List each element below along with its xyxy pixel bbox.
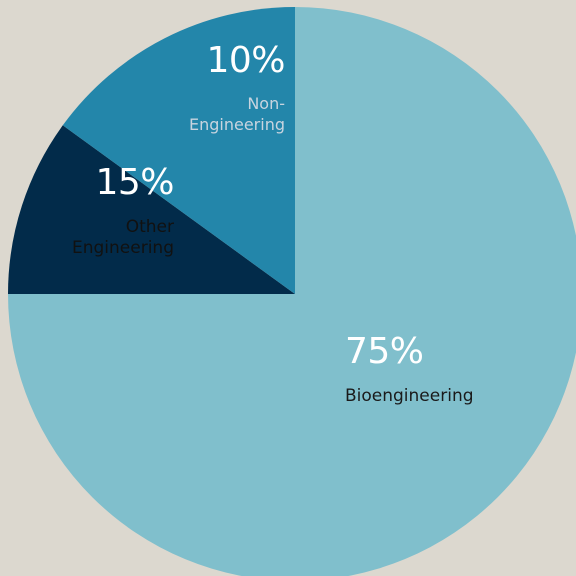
category-label-bioengineering: Bioengineering [345, 386, 474, 406]
value-label-other-engineering: 15% [95, 162, 174, 203]
category-label-non-line1: Non- [247, 94, 285, 113]
value-label-non-engineering: 10% [206, 40, 285, 81]
label-other-engineering: 15% Other Engineering [72, 162, 175, 259]
pie-slice-other [62, 7, 296, 294]
category-label-non-line2: Engineering [189, 115, 285, 134]
label-bioengineering: 75% Bioengineering [345, 334, 474, 407]
category-label-other-line1: Other [125, 217, 174, 237]
pie-slice-non [8, 125, 295, 294]
label-non-engineering: 10% Non- Engineering [189, 40, 286, 135]
value-label-bioengineering: 75% [345, 331, 424, 372]
pie-slice-bio [8, 7, 576, 576]
category-label-other-line2: Engineering [72, 238, 174, 258]
